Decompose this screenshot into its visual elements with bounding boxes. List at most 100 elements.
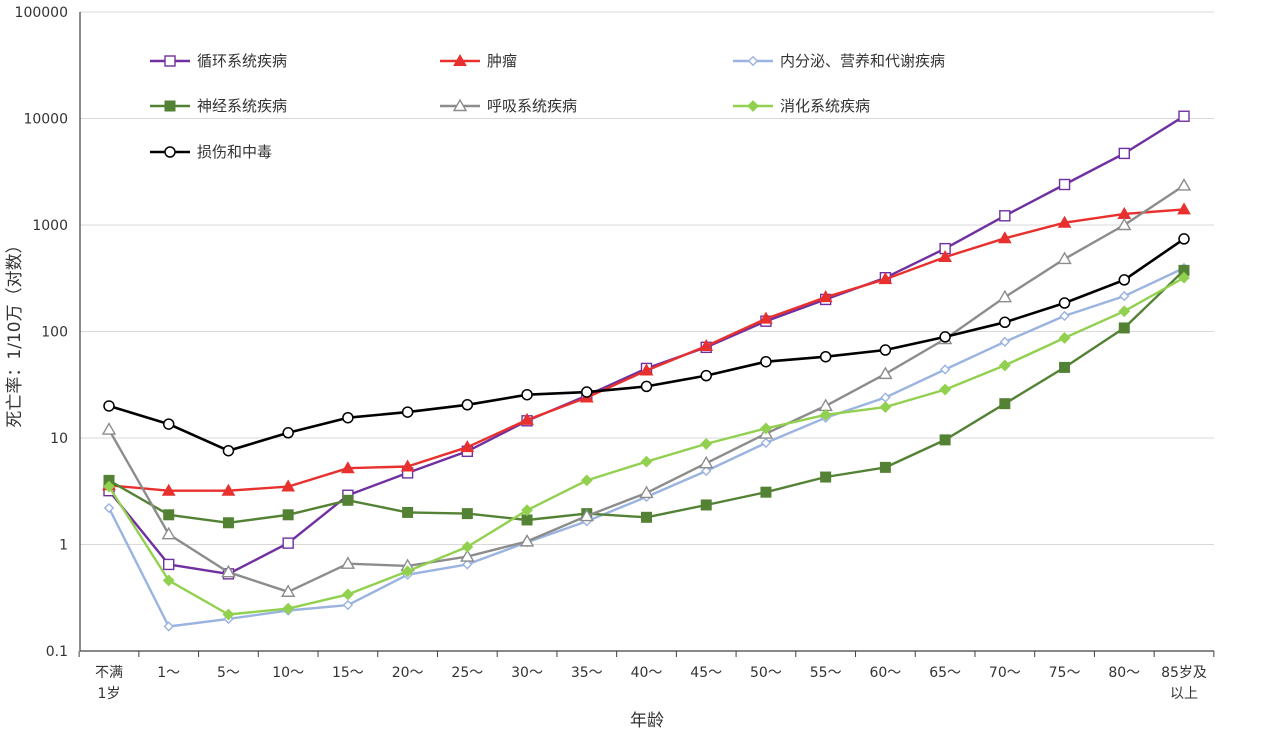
- legend-label: 内分泌、营养和代谢疾病: [780, 52, 945, 70]
- series-line: [107, 266, 1185, 628]
- series-line: [107, 276, 1185, 616]
- data-point: [282, 427, 294, 439]
- data-point: [938, 250, 952, 263]
- legend-label: 神经系统疾病: [197, 97, 287, 115]
- data-point: [878, 366, 893, 380]
- data-point: [282, 602, 295, 615]
- x-tick-label-line: 70～: [989, 665, 1021, 681]
- data-point: [163, 621, 174, 632]
- data-point: [998, 359, 1011, 372]
- x-tick-label: 1～: [157, 665, 180, 681]
- data-point: [401, 406, 414, 418]
- series-1: [102, 202, 1191, 496]
- data-point: [1117, 217, 1132, 231]
- data-point: [163, 509, 175, 521]
- axes: 0.1 1 10 100 1000 10000 100000 不满 1岁 1～ 5～ 10～ 15～ 20…: [15, 5, 1215, 702]
- data-point: [461, 508, 473, 520]
- data-point: [161, 483, 176, 496]
- data-point: [939, 434, 951, 446]
- x-tick-label: 45～: [690, 665, 722, 681]
- x-tick-label: 20～: [392, 665, 424, 681]
- x-tick-label-line: 60～: [869, 665, 901, 681]
- data-point: [400, 459, 415, 472]
- data-point: [222, 444, 235, 457]
- data-point: [282, 537, 294, 549]
- data-point: [1118, 274, 1131, 286]
- y-axis-title: 死亡率：1/10万（对数）: [5, 236, 25, 427]
- data-point: [699, 455, 714, 469]
- data-point: [939, 331, 951, 343]
- legend-item: 神经系统疾病: [150, 97, 287, 115]
- data-point: [699, 339, 714, 352]
- data-point: [879, 461, 891, 473]
- data-point: [520, 412, 534, 425]
- y-tick-label: 1: [59, 538, 68, 554]
- series-line: [108, 237, 1185, 453]
- legend-label: 肿瘤: [487, 52, 517, 70]
- x-tick-label-line: 85岁及: [1161, 665, 1207, 681]
- legend-label: 呼吸系统疾病: [487, 97, 577, 115]
- data-point: [1118, 305, 1131, 318]
- data-point: [1178, 233, 1190, 245]
- data-point: [521, 504, 533, 517]
- x-axis-title: 年龄: [630, 711, 664, 731]
- data-point: [1059, 310, 1070, 322]
- data-point: [460, 549, 475, 562]
- data-point: [1059, 361, 1071, 373]
- series-line: [108, 269, 1185, 524]
- x-tick-label-line: 50～: [750, 665, 782, 681]
- data-point: [818, 398, 833, 412]
- data-point: [162, 574, 175, 587]
- x-tick-label: 5～: [217, 665, 240, 681]
- data-point: [1118, 322, 1130, 334]
- x-tick-label: 60～: [869, 665, 901, 681]
- data-point: [340, 556, 356, 569]
- data-point: [939, 364, 951, 375]
- data-point: [701, 465, 712, 477]
- legend-label: 消化系统疾病: [780, 97, 870, 115]
- x-tick-label: 不满 1岁: [95, 665, 123, 702]
- data-point: [460, 440, 475, 453]
- data-point: [162, 418, 175, 430]
- data-point: [579, 508, 594, 522]
- data-point: [461, 399, 474, 411]
- data-point: [640, 380, 653, 393]
- data-point: [401, 565, 414, 578]
- data-point: [639, 363, 654, 376]
- legend-label: 损伤和中毒: [197, 143, 272, 161]
- data-point: [161, 526, 176, 540]
- data-point: [1178, 110, 1190, 122]
- data-point: [1119, 290, 1130, 302]
- x-tick-label-line: 65～: [929, 665, 961, 681]
- data-point: [1057, 215, 1072, 228]
- x-tick-label-line: 1～: [157, 665, 180, 681]
- x-tick-label-line: 55～: [810, 665, 842, 681]
- x-tick-label-line: 10～: [272, 665, 304, 681]
- x-tick-label-line: 不满: [95, 665, 123, 681]
- data-point: [342, 599, 354, 611]
- series-0: [103, 110, 1190, 580]
- series-2: [103, 262, 1190, 632]
- data-point: [760, 486, 772, 498]
- data-point: [280, 584, 296, 597]
- data-point: [342, 494, 354, 506]
- data-point: [1058, 178, 1071, 191]
- data-point: [700, 438, 713, 450]
- x-tick-label: 85岁及以上: [1161, 665, 1207, 702]
- data-point: [760, 422, 772, 435]
- data-point: [462, 559, 473, 570]
- x-tick-label: 10～: [272, 665, 304, 681]
- legend-marker: [164, 55, 176, 67]
- data-point: [221, 483, 236, 496]
- y-tick-label: 100: [41, 325, 68, 341]
- data-point: [700, 369, 712, 382]
- x-tick-label: 55～: [810, 665, 842, 681]
- data-point: [999, 336, 1011, 348]
- data-point: [760, 355, 772, 368]
- legend-marker: [452, 98, 468, 112]
- data-point: [103, 502, 115, 514]
- data-point: [818, 290, 833, 303]
- legend-item: 肿瘤: [440, 52, 517, 70]
